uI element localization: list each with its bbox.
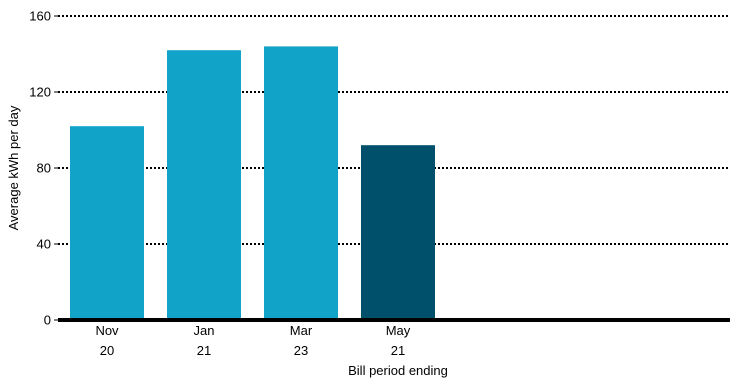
y-tick-label: 120 — [29, 85, 51, 100]
y-tick-label: 80 — [37, 161, 51, 176]
y-tick-label: 0 — [44, 313, 51, 328]
y-tick-label: 40 — [37, 237, 51, 252]
bar — [70, 126, 144, 320]
x-tick-label-day: 23 — [294, 343, 308, 358]
bars — [70, 46, 435, 321]
bar — [361, 145, 435, 320]
x-tick-label-month: Mar — [290, 323, 313, 338]
x-tick-label-day: 21 — [197, 343, 211, 358]
x-axis-ticks: Nov 20 Jan 21 Mar 23 May 21 — [95, 323, 410, 358]
x-tick-label-day: 20 — [100, 343, 114, 358]
x-axis-label: Bill period ending — [348, 363, 448, 378]
x-tick-label-month: Nov — [95, 323, 119, 338]
bar — [167, 50, 241, 320]
x-tick-label-month: May — [386, 323, 411, 338]
y-axis-ticks: 0 40 80 120 160 — [29, 9, 58, 328]
bar — [264, 46, 338, 321]
x-tick-label-day: 21 — [391, 343, 405, 358]
y-tick-label: 160 — [29, 9, 51, 24]
y-axis-label: Average kWh per day — [6, 105, 21, 230]
x-tick-label-month: Jan — [194, 323, 215, 338]
